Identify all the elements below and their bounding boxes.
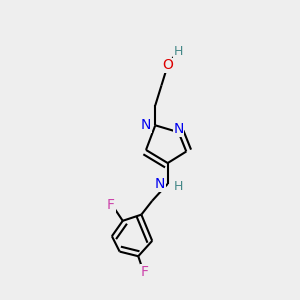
Text: F: F <box>140 265 148 279</box>
Text: N: N <box>141 118 152 132</box>
Text: F: F <box>107 198 115 212</box>
Text: H: H <box>174 180 183 193</box>
Text: O: O <box>162 58 173 72</box>
Text: N: N <box>155 177 165 191</box>
Text: H: H <box>174 45 183 58</box>
Text: N: N <box>173 122 184 136</box>
